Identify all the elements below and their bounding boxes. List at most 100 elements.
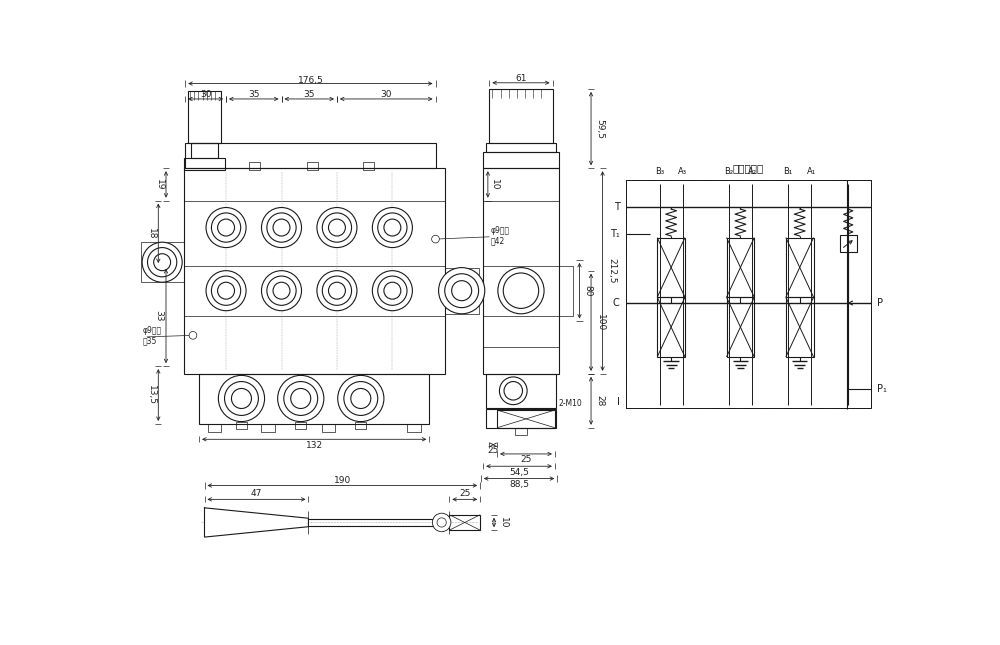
Circle shape: [328, 283, 345, 299]
Text: φ9盲孔
深35: φ9盲孔 深35: [143, 326, 162, 345]
Text: 28: 28: [596, 395, 605, 406]
Bar: [184, 168, 445, 374]
Bar: [141, 242, 184, 283]
Bar: [626, 180, 871, 408]
Text: I: I: [617, 397, 620, 408]
Circle shape: [338, 375, 384, 422]
Text: 88,5: 88,5: [509, 481, 529, 489]
Bar: [657, 297, 685, 357]
Bar: [445, 268, 479, 313]
Circle shape: [231, 388, 251, 408]
Bar: [363, 162, 374, 170]
Bar: [249, 162, 260, 170]
Circle shape: [344, 382, 378, 415]
Circle shape: [267, 213, 296, 242]
Circle shape: [372, 271, 412, 311]
Circle shape: [351, 388, 371, 408]
Circle shape: [189, 332, 197, 339]
Circle shape: [437, 518, 446, 527]
Bar: [486, 408, 556, 428]
Circle shape: [261, 208, 302, 248]
Text: 35: 35: [248, 90, 260, 99]
Circle shape: [291, 388, 311, 408]
Circle shape: [439, 268, 485, 313]
Circle shape: [432, 235, 439, 243]
Text: A₃: A₃: [678, 167, 687, 176]
Circle shape: [322, 276, 352, 305]
Text: 212,5: 212,5: [607, 258, 616, 284]
Circle shape: [218, 375, 265, 422]
Bar: [185, 143, 436, 168]
Circle shape: [317, 271, 357, 311]
Text: 80: 80: [583, 285, 592, 297]
Circle shape: [498, 268, 544, 313]
Text: 47: 47: [251, 490, 262, 499]
Circle shape: [142, 242, 182, 283]
Text: 100: 100: [596, 313, 605, 331]
Circle shape: [504, 382, 523, 400]
Text: 25: 25: [459, 490, 470, 499]
Text: 61: 61: [515, 74, 527, 83]
Circle shape: [452, 281, 472, 301]
Text: T₁: T₁: [610, 229, 620, 239]
Text: 19: 19: [155, 179, 164, 190]
Bar: [295, 422, 306, 428]
Bar: [407, 424, 421, 432]
Bar: [184, 158, 225, 170]
Polygon shape: [205, 508, 308, 537]
Text: C: C: [613, 298, 620, 308]
Bar: [307, 162, 318, 170]
Bar: [486, 374, 556, 408]
Text: 35: 35: [303, 90, 315, 99]
Text: A₂: A₂: [747, 167, 756, 176]
Bar: [786, 297, 814, 357]
Text: P: P: [877, 298, 883, 308]
Text: 18: 18: [147, 228, 156, 239]
Circle shape: [211, 276, 241, 305]
Circle shape: [378, 213, 407, 242]
Bar: [559, 266, 573, 316]
Circle shape: [384, 219, 401, 236]
Bar: [840, 235, 857, 252]
Bar: [515, 428, 527, 435]
Circle shape: [206, 271, 246, 311]
Circle shape: [445, 273, 479, 308]
Circle shape: [225, 382, 258, 415]
Bar: [261, 424, 275, 432]
Text: 30: 30: [200, 90, 211, 99]
Circle shape: [273, 219, 290, 236]
Circle shape: [261, 271, 302, 311]
Text: 13,5: 13,5: [147, 385, 156, 405]
Circle shape: [499, 377, 527, 404]
Bar: [199, 374, 429, 424]
Text: 10: 10: [490, 179, 499, 190]
Circle shape: [372, 208, 412, 248]
Circle shape: [154, 253, 171, 271]
Bar: [489, 89, 553, 143]
Text: 25: 25: [488, 446, 499, 455]
Text: 54,5: 54,5: [509, 468, 529, 477]
Text: B₂: B₂: [724, 167, 733, 176]
Text: 59,5: 59,5: [596, 119, 605, 139]
Text: 33: 33: [155, 310, 164, 322]
Bar: [355, 422, 366, 428]
Text: 2-M10: 2-M10: [559, 399, 582, 408]
Circle shape: [378, 276, 407, 305]
Bar: [497, 410, 555, 428]
Bar: [727, 237, 754, 297]
Bar: [191, 143, 218, 158]
Text: P₁: P₁: [877, 384, 887, 394]
Bar: [236, 422, 247, 428]
Circle shape: [218, 219, 235, 236]
Bar: [188, 91, 221, 143]
Text: 液压原理图: 液压原理图: [732, 163, 764, 174]
Circle shape: [503, 273, 539, 308]
Bar: [786, 237, 814, 297]
Circle shape: [273, 283, 290, 299]
Bar: [322, 424, 335, 432]
Circle shape: [278, 375, 324, 422]
Text: φ9盲孔
深42: φ9盲孔 深42: [491, 226, 510, 245]
Bar: [486, 143, 556, 152]
Circle shape: [432, 513, 451, 531]
Circle shape: [317, 208, 357, 248]
